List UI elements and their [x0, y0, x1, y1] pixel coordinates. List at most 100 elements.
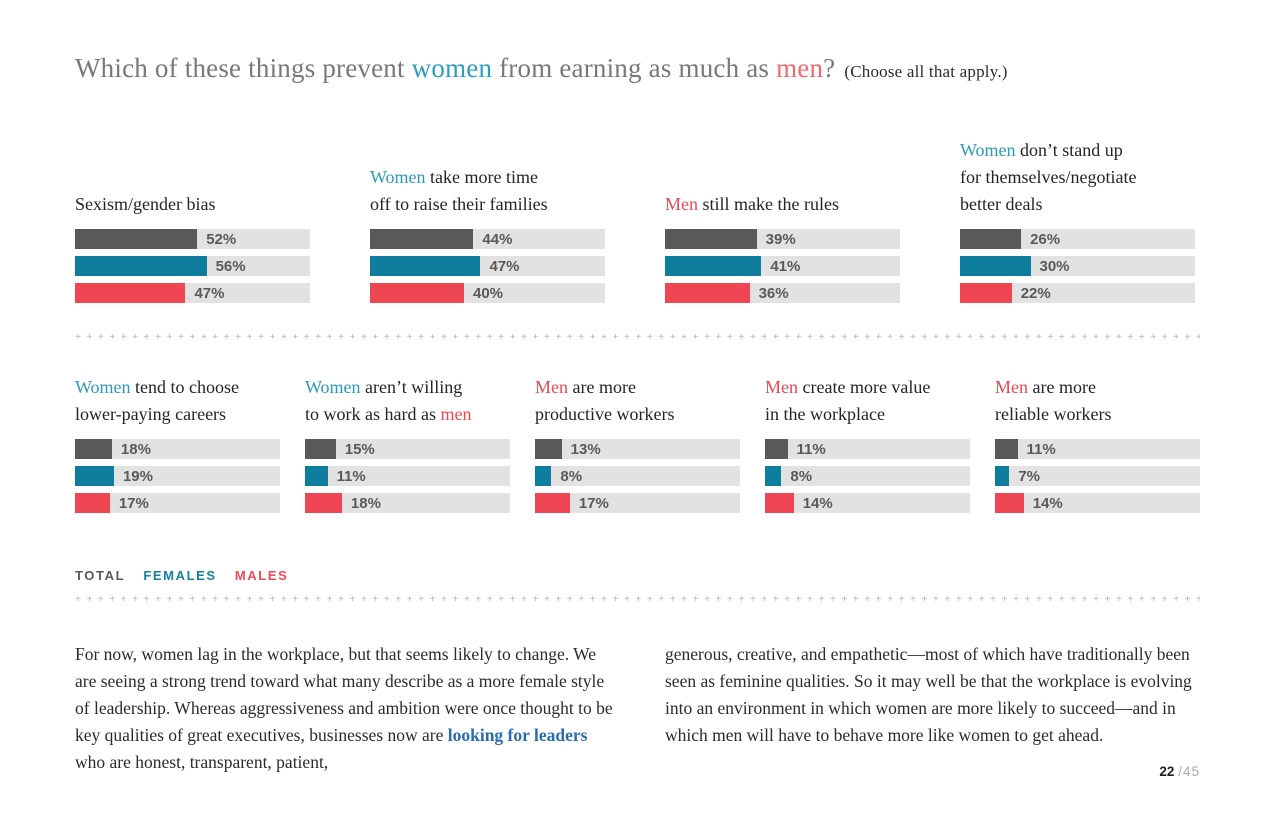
chart-group-label: Sexism/gender bias — [75, 130, 310, 218]
title-accent-men: men — [776, 53, 824, 83]
bar-fill-males — [765, 493, 794, 513]
title-text: from earning as much as — [492, 53, 777, 83]
bar-track-females: 19% — [75, 466, 280, 486]
bar-value-label: 47% — [194, 285, 225, 302]
label-text: aren’t willing — [360, 377, 463, 397]
bar-fill-total — [75, 439, 112, 459]
legend-total: TOTAL — [75, 568, 126, 583]
bar-value-label: 17% — [578, 495, 609, 512]
chart-row-bottom: Women tend to choose lower-paying careers… — [75, 368, 1200, 520]
chart-group: Women take more time off to raise their f… — [370, 130, 605, 310]
page-number-current: 22 — [1159, 764, 1175, 779]
label-text: off to raise their families — [370, 194, 548, 214]
bar-track-males: 40% — [370, 283, 605, 303]
bar-value-label: 8% — [790, 468, 813, 485]
chart-group-label: Women take more time off to raise their f… — [370, 130, 605, 218]
chart-group: Sexism/gender bias 52% 56% 47% — [75, 130, 310, 310]
bar-value-label: 14% — [1032, 495, 1063, 512]
chart-group-label: Men create more value in the workplace — [765, 368, 970, 428]
bar-fill-females — [960, 256, 1031, 276]
bar-group: 11% 8% 14% — [765, 439, 970, 513]
chart-group-label: Men are more reliable workers — [995, 368, 1200, 428]
bar-track-total: 18% — [75, 439, 280, 459]
bar-track-males: 14% — [765, 493, 970, 513]
bar-fill-males — [75, 493, 110, 513]
page-title: Which of these things prevent women from… — [75, 50, 1205, 90]
label-text: are more — [568, 377, 636, 397]
bar-value-label: 11% — [336, 468, 366, 485]
bar-fill-males — [75, 283, 186, 303]
bar-fill-total — [995, 439, 1018, 459]
bar-value-label: 56% — [215, 258, 246, 275]
bar-fill-males — [665, 283, 750, 303]
bar-fill-females — [765, 466, 782, 486]
chart-group-label: Women tend to choose lower-paying careers — [75, 368, 280, 428]
title-accent-women: women — [411, 53, 493, 83]
bar-track-males: 47% — [75, 283, 310, 303]
label-text: lower-paying careers — [75, 404, 227, 424]
bar-fill-females — [535, 466, 552, 486]
chart-group: Men are more productive workers 13% 8% 17% — [535, 368, 740, 520]
bar-fill-females — [995, 466, 1010, 486]
body-text: generous, creative, and empathetic—most … — [665, 644, 1192, 745]
label-text: to work as hard as — [305, 404, 441, 424]
bar-fill-females — [75, 466, 114, 486]
bar-track-total: 11% — [765, 439, 970, 459]
bar-fill-total — [305, 439, 336, 459]
bar-value-label: 41% — [770, 258, 801, 275]
bar-group: 18% 19% 17% — [75, 439, 280, 513]
bar-track-total: 39% — [665, 229, 900, 249]
label-line: Men create more value — [765, 374, 970, 401]
label-text: don’t stand up — [1015, 140, 1123, 160]
label-line: lower-paying careers — [75, 401, 280, 428]
label-line: Sexism/gender bias — [75, 191, 310, 218]
bar-value-label: 11% — [1026, 441, 1056, 458]
label-accent-teal: Women — [370, 167, 426, 187]
bar-fill-total — [765, 439, 788, 459]
bar-value-label: 22% — [1020, 285, 1051, 302]
body-text: who are honest, transparent, patient, — [75, 752, 329, 772]
label-line: Men still make the rules — [665, 191, 900, 218]
title-text: Which of these things prevent — [75, 53, 412, 83]
label-text: take more time — [425, 167, 539, 187]
bar-track-males: 22% — [960, 283, 1195, 303]
bar-track-males: 14% — [995, 493, 1200, 513]
bar-value-label: 15% — [344, 441, 375, 458]
bar-fill-total — [535, 439, 562, 459]
label-line: Women tend to choose — [75, 374, 280, 401]
bar-value-label: 47% — [489, 258, 520, 275]
bar-group: 52% 56% 47% — [75, 229, 310, 303]
bar-track-females: 41% — [665, 256, 900, 276]
chart-group: Men are more reliable workers 11% 7% 14% — [995, 368, 1200, 520]
bar-track-total: 52% — [75, 229, 310, 249]
label-text: in the workplace — [765, 404, 885, 424]
bar-fill-total — [960, 229, 1022, 249]
bar-track-females: 56% — [75, 256, 310, 276]
bar-value-label: 26% — [1030, 231, 1061, 248]
label-text: create more value — [798, 377, 931, 397]
bar-track-total: 11% — [995, 439, 1200, 459]
bar-value-label: 18% — [120, 441, 151, 458]
bar-value-label: 17% — [118, 495, 149, 512]
bar-track-females: 8% — [765, 466, 970, 486]
bar-value-label: 14% — [802, 495, 833, 512]
bar-track-females: 30% — [960, 256, 1195, 276]
body-text-right-column: generous, creative, and empathetic—most … — [665, 641, 1205, 749]
label-line: Women don’t stand up — [960, 137, 1195, 164]
label-accent-red: men — [440, 404, 472, 424]
bar-value-label: 18% — [350, 495, 381, 512]
bar-value-label: 36% — [758, 285, 789, 302]
bar-fill-females — [75, 256, 207, 276]
bar-track-males: 17% — [75, 493, 280, 513]
bar-track-females: 8% — [535, 466, 740, 486]
looking-for-leaders-link[interactable]: looking for leaders — [447, 725, 588, 745]
chart-group-label: Men are more productive workers — [535, 368, 740, 428]
bar-group: 44% 47% 40% — [370, 229, 605, 303]
bar-value-label: 11% — [796, 441, 826, 458]
chart-group-label: Men still make the rules — [665, 130, 900, 218]
chart-group: Women don’t stand up for themselves/negot… — [960, 130, 1195, 310]
label-text: Sexism/gender bias — [75, 194, 216, 214]
chart-legend: TOTAL FEMALES MALES — [75, 568, 301, 583]
label-line: Women take more time — [370, 164, 605, 191]
bar-value-label: 44% — [482, 231, 513, 248]
